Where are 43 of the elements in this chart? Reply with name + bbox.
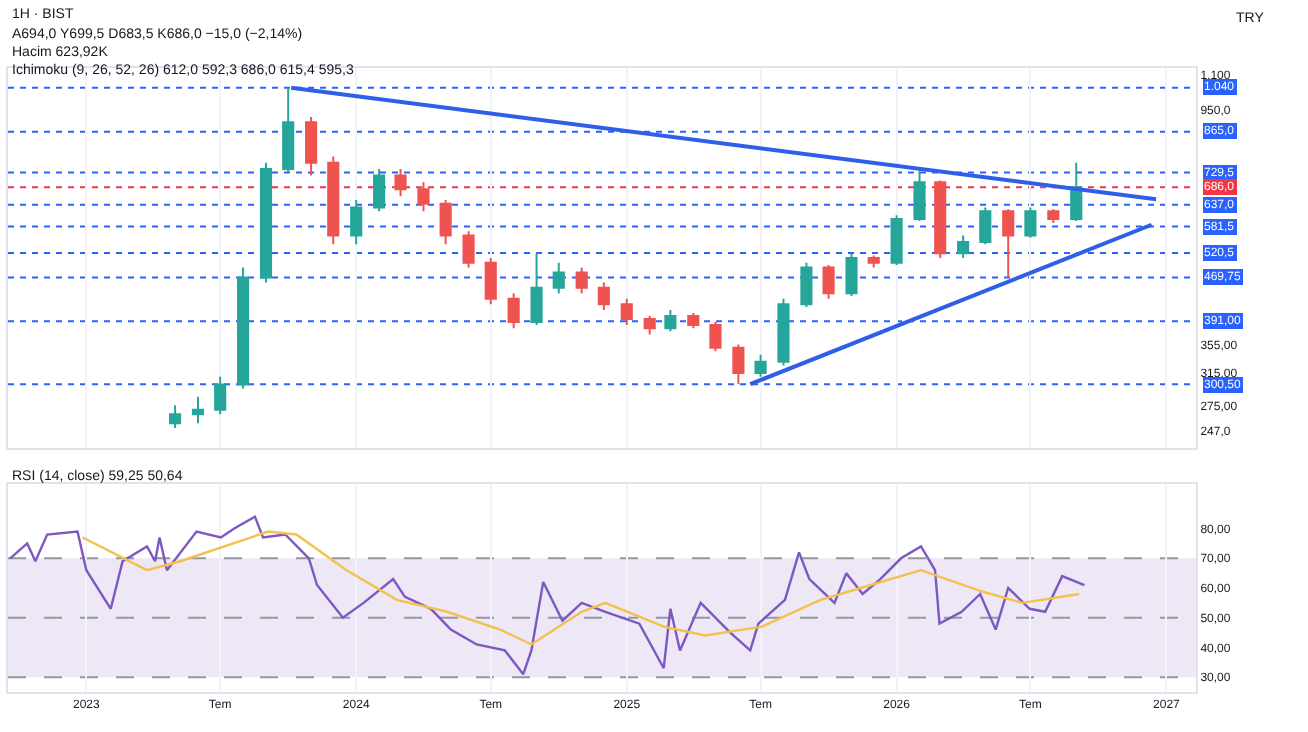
candlestick [327,155,340,246]
line-series [81,530,1081,646]
candlestick [350,199,363,246]
candlestick [507,292,520,330]
candlestick [643,314,656,336]
candlestick [890,214,903,267]
candlestick [620,297,633,327]
line-series [9,515,1086,676]
candlestick [800,261,813,309]
candlestick [754,353,767,378]
candlestick [732,343,745,386]
candlestick [237,266,250,390]
candlestick [575,266,588,295]
candlestick [282,86,295,174]
candlestick [777,297,790,367]
candlestick [259,161,273,284]
candlestick [979,206,992,246]
candlestick [845,252,858,297]
candlestick [552,261,565,295]
candlestick [484,256,497,306]
candlestick [462,230,475,269]
candlestick [1002,208,1015,279]
candlestick [214,375,227,416]
candlestick [709,320,722,353]
candlestick [1070,161,1083,223]
candlestick [1024,206,1037,239]
candlestick [664,309,677,333]
candlestick [687,311,700,330]
candlestick [934,179,947,259]
candlestick [1047,208,1060,225]
candlestick [822,264,835,300]
candlestick [394,168,407,198]
candlestick [530,252,543,327]
candlestick [417,181,430,213]
candlestick [867,254,880,269]
candlestick [439,199,452,246]
candlestick [373,168,386,213]
candlestick [597,281,610,311]
candlestick [957,234,970,259]
candlestick [169,404,182,430]
candlestick [913,169,926,223]
candlestick [191,395,205,425]
candlestick [305,116,318,177]
